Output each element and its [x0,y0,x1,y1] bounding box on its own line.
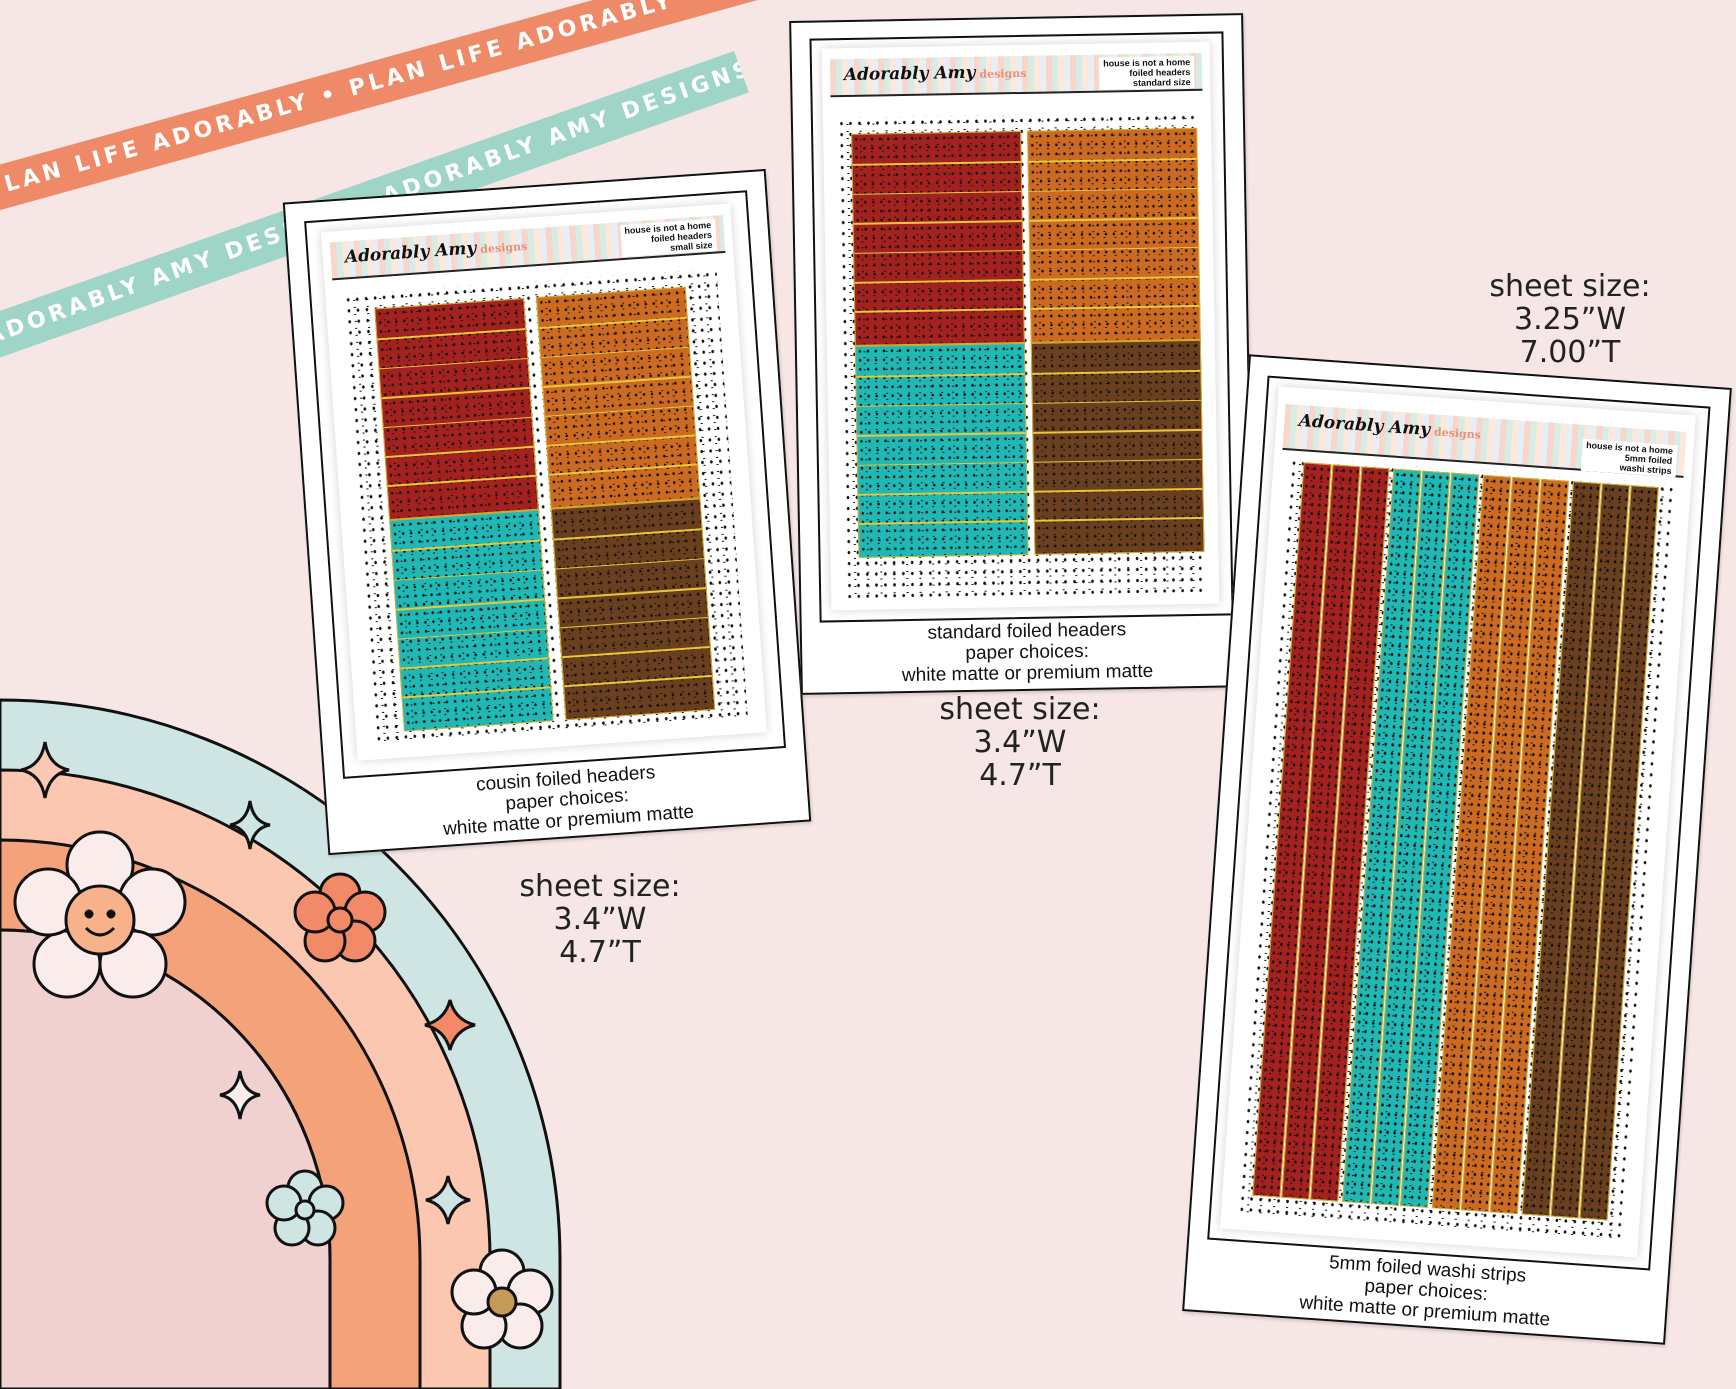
sheet-label: house is not a home 5mm foiled washi str… [1580,438,1678,478]
red-header-block [851,130,1025,346]
sticker-sheet-preview: Adorably Amy designs house is not a home … [1219,386,1696,1258]
standard-headers-card: Adorably Amy designs house is not a home … [789,13,1255,695]
daisy-icon [450,1248,554,1350]
sheet-header: Adorably Amy designs house is not a home … [829,53,1203,98]
flower-icon [265,1169,345,1247]
washi-strips-card: Adorably Amy designs house is not a home … [1182,354,1732,1345]
card-frame: Adorably Amy designs house is not a home … [809,31,1234,623]
brand-logo: Adorably Amy designs [344,237,528,268]
standard-sheet-size: sheet size: 3.4”W 4.7”T [939,692,1101,793]
flower-icon [293,872,387,963]
sticker-sheet-preview: Adorably Amy designs house is not a home … [320,203,767,761]
sheet-label: house is not a home foiled headers small… [619,218,717,257]
washi-strip-group [1252,462,1660,1221]
teal-header-block [854,342,1029,558]
sheet-label: house is not a home foiled headers stand… [1099,56,1195,90]
brown-header-block [550,498,716,721]
teal-header-block [389,509,554,732]
orange-header-block [535,286,701,509]
brand-logo: Adorably Amy designs [1298,410,1482,442]
star-icon [424,999,476,1051]
card-frame: Adorably Amy designs house is not a home … [304,190,787,779]
sparkle-icon [219,1070,261,1120]
cousin-headers-card: Adorably Amy designs house is not a home … [282,168,812,856]
card-frame: Adorably Amy designs house is not a home … [1207,375,1711,1271]
card-caption: standard foiled headers paper choices: w… [901,619,1154,687]
star-icon [425,1175,471,1225]
cousin-sheet-size: sheet size: 3.4”W 4.7”T [519,869,681,970]
brown-header-block [1030,339,1205,555]
washi-sheet-size: sheet size: 3.25”W 7.00”T [1489,269,1651,370]
red-header-block [374,298,539,521]
sparkle-icon [20,741,70,799]
rainbow-illustration [0,698,562,1389]
sheet-header: Adorably Amy designs house is not a home … [329,214,726,280]
orange-header-block [1027,127,1201,343]
sparkle-icon [229,800,271,850]
smiley-flower-icon [13,830,187,999]
sticker-sheet-preview: Adorably Amy designs house is not a home … [821,41,1220,611]
brand-logo: Adorably Amy designs [843,63,1027,86]
